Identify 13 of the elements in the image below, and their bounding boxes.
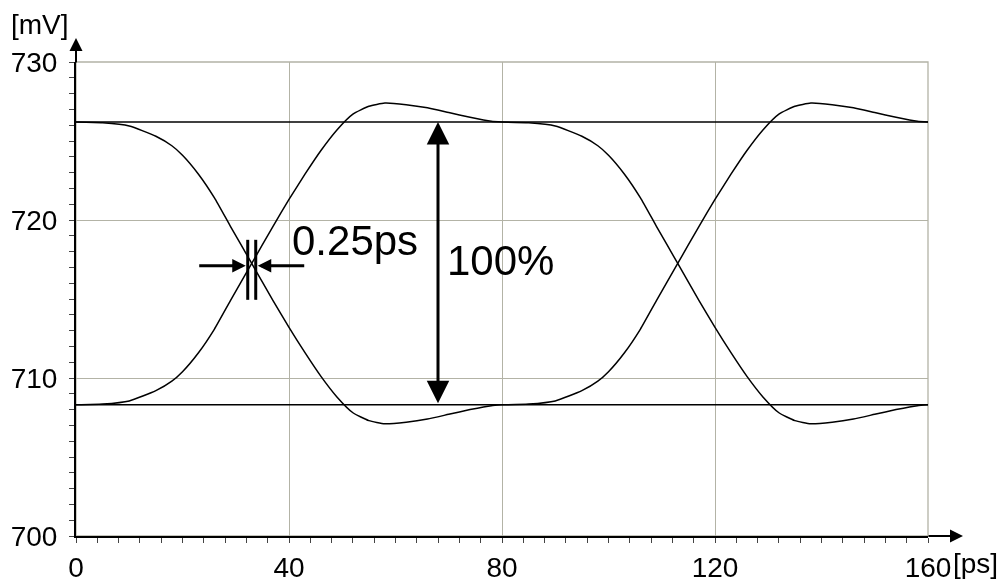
y-tick-label: 700: [10, 520, 58, 552]
x-tick-label: 80: [486, 551, 518, 583]
y-axis-title: [mV]: [11, 9, 69, 40]
y-tick-label: 730: [10, 46, 58, 78]
x-tick-label: 160: [904, 551, 952, 583]
x-tick-label: 0: [68, 551, 84, 583]
x-tick-label: 120: [691, 551, 739, 583]
x-axis-title: [ps]: [953, 548, 999, 579]
y-tick-label: 720: [10, 204, 58, 236]
y-tick-label: 710: [10, 362, 58, 394]
annotation: 0.25ps: [292, 217, 419, 264]
annotation: 100%: [447, 237, 555, 284]
x-tick-label: 40: [273, 551, 305, 583]
